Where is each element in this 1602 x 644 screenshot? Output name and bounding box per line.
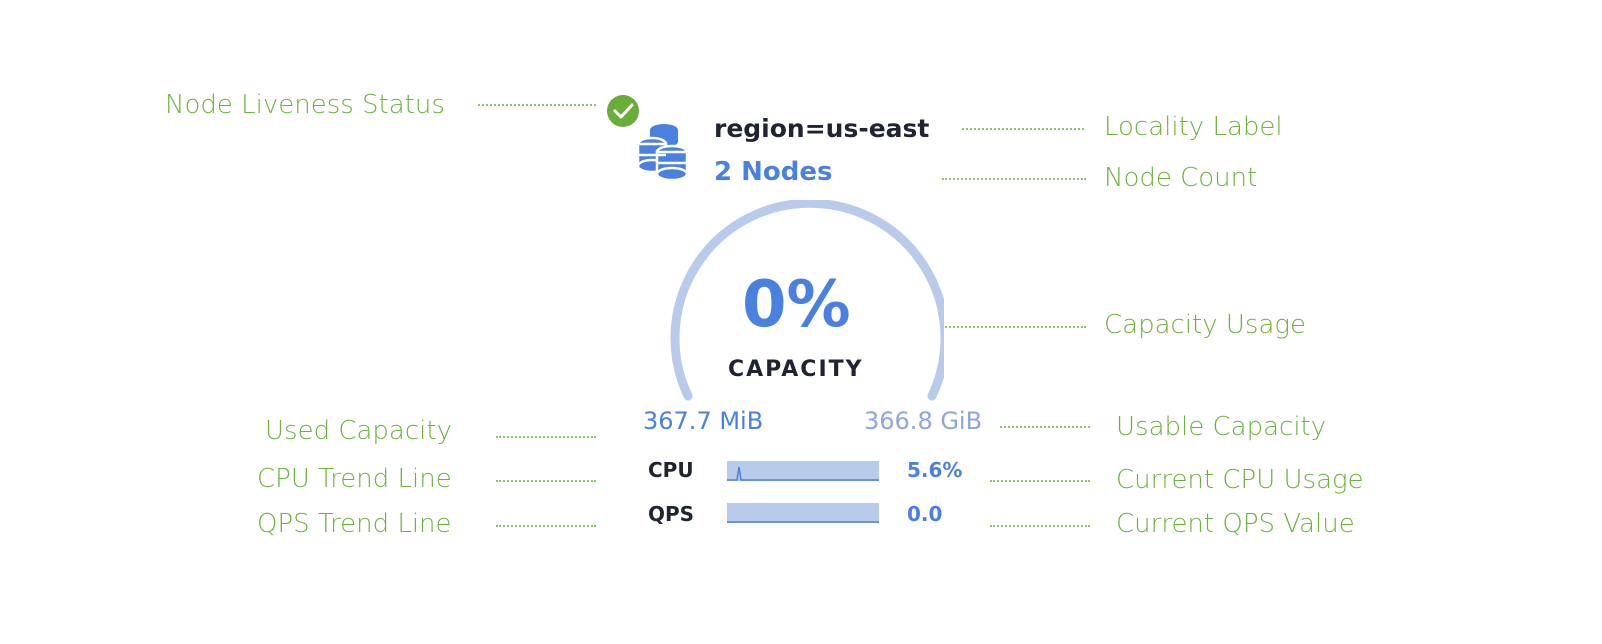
annotation-usable-capacity: Usable Capacity (1116, 412, 1327, 442)
qps-value: 0.0 (907, 502, 943, 526)
capacity-label: CAPACITY (728, 357, 864, 382)
qps-label: QPS (648, 502, 695, 526)
annotation-node-count: Node Count (1104, 163, 1258, 193)
leader-line (496, 480, 596, 482)
leader-line (478, 104, 596, 106)
capacity-percent: 0% (742, 268, 851, 342)
annotation-cpu-trend: CPU Trend Line (257, 464, 452, 494)
database-nodes-icon (636, 122, 694, 182)
leader-line (990, 525, 1090, 527)
leader-line (990, 480, 1090, 482)
qps-trend-line[interactable] (727, 503, 879, 523)
annotation-capacity-usage: Capacity Usage (1104, 310, 1306, 340)
leader-line (496, 525, 596, 527)
cpu-trend-line[interactable] (727, 461, 879, 481)
locality-label[interactable]: region=us-east (714, 114, 930, 143)
leader-line (942, 178, 1086, 180)
leader-line (942, 326, 1086, 328)
annotation-current-cpu: Current CPU Usage (1116, 465, 1364, 495)
annotation-used-capacity: Used Capacity (265, 416, 452, 446)
cpu-label: CPU (648, 458, 694, 482)
leader-line (1000, 426, 1090, 428)
annotation-liveness: Node Liveness Status (165, 90, 445, 120)
capacity-gauge (660, 198, 950, 410)
liveness-check-icon (606, 94, 640, 128)
cpu-value: 5.6% (907, 458, 963, 482)
node-count: 2 Nodes (714, 157, 833, 187)
annotation-qps-trend: QPS Trend Line (257, 509, 452, 539)
used-capacity: 367.7 MiB (643, 407, 764, 435)
leader-line (496, 436, 596, 438)
usable-capacity: 366.8 GiB (864, 407, 983, 435)
annotation-locality: Locality Label (1104, 112, 1283, 142)
annotation-current-qps: Current QPS Value (1116, 509, 1355, 539)
leader-line (962, 128, 1084, 130)
